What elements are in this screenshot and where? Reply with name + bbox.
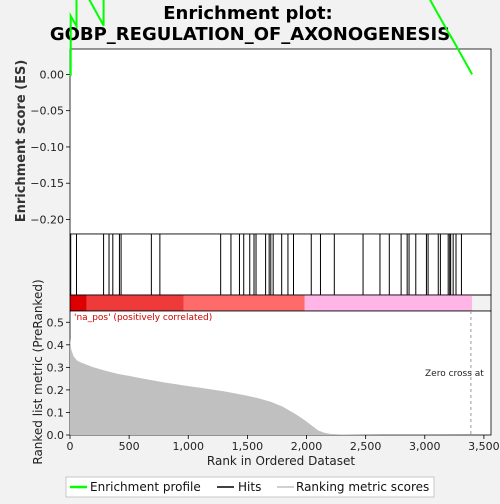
es-y-tick-label: −0.05: [30, 105, 64, 118]
chart-title-line1: Enrichment plot:: [163, 3, 333, 24]
es-y-axis-label: Enrichment score (ES): [14, 60, 29, 223]
hits-group: [70, 234, 462, 295]
color-bar-segment: [70, 295, 87, 311]
rank-y-tick-label: 0.2: [47, 384, 65, 397]
hits-panel-frame: [69, 233, 492, 296]
es-y-tick-label: 0.00: [40, 68, 65, 81]
es-y-ticks: 0.00 −0.05 −0.10 −0.15 −0.20: [30, 68, 70, 226]
legend-label-hits: Hits: [238, 480, 261, 494]
rank-x-tick-label: 3,000: [409, 440, 441, 453]
rank-x-tick-label: 1,500: [232, 440, 264, 453]
zero-cross-label: Zero cross at: [425, 369, 484, 379]
legend-label-ranking: Ranking metric scores: [296, 480, 429, 494]
color-bar-segment: [183, 295, 305, 311]
rank-x-tick-label: 2,500: [350, 440, 382, 453]
rank-x-tick-label: 0: [67, 440, 74, 453]
rank-y-tick-label: 0.1: [47, 406, 65, 419]
chart-title-line2: GOBP_REGULATION_OF_AXONOGENESIS: [50, 24, 450, 45]
rank-x-tick-label: 1,000: [173, 440, 205, 453]
rank-y-tick-label: 0.3: [47, 361, 65, 374]
es-y-tick-label: −0.15: [30, 177, 64, 190]
es-panel-frame: [69, 48, 492, 235]
rank-y-tick-label: 0.5: [47, 316, 65, 329]
rank-x-ticks: 0 500 1,000 1,500 2,000 2,500 3,000 3,500: [67, 435, 500, 453]
color-bar-segment: [304, 295, 473, 311]
es-y-tick-label: −0.10: [30, 141, 64, 154]
rank-y-tick-label: 0.0: [47, 429, 65, 442]
rank-x-tick-label: 2,000: [291, 440, 323, 453]
ranking-color-bar: [70, 295, 473, 311]
legend-box: [65, 476, 435, 498]
rank-y-tick-label: 0.4: [47, 339, 65, 352]
ranking-metric-area: [70, 338, 473, 435]
color-bar-segment: [86, 295, 184, 311]
positively-correlated-label: 'na_pos' (positively correlated): [74, 313, 212, 323]
rank-x-axis-label: Rank in Ordered Dataset: [207, 454, 355, 468]
rank-y-axis-label: Ranked list metric (PreRanked): [31, 279, 45, 464]
rank-x-tick-label: 500: [119, 440, 140, 453]
es-y-tick-label: −0.20: [30, 213, 64, 226]
legend-label-enrichment: Enrichment profile: [90, 480, 201, 494]
rank-x-tick-label: 3,500: [468, 440, 500, 453]
rank-y-ticks: 0.0 0.1 0.2 0.3 0.4 0.5: [47, 316, 70, 442]
